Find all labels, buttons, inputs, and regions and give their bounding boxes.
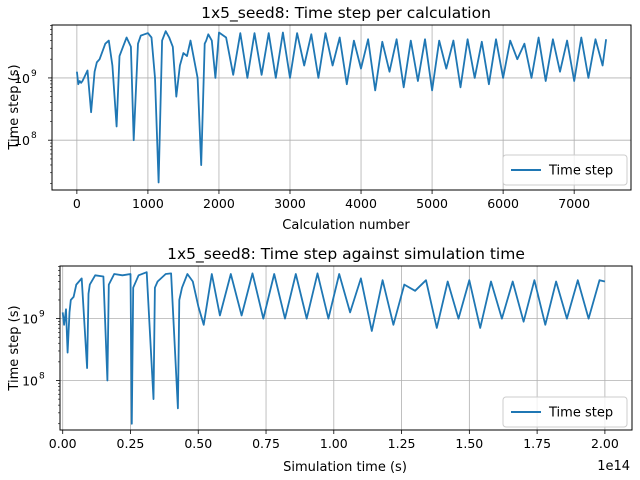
y-tick-label: 10 (22, 312, 38, 327)
axes-frame (51, 24, 632, 191)
x-tick-label: 6000 (487, 196, 519, 211)
x-tick-label: 0 (73, 196, 81, 211)
y-axis-label: Time step (s) (7, 64, 22, 150)
x-tick-label: 1.25 (388, 436, 416, 451)
x-tick-label: 0.25 (117, 436, 145, 451)
x-tick-label: 1.75 (523, 436, 551, 451)
series-line-time-step (76, 30, 607, 184)
x-tick-label: 0.75 (252, 436, 280, 451)
legend-box (502, 396, 628, 428)
y-tick-label: 10 (14, 71, 30, 86)
x-tick-label: 0.50 (184, 436, 212, 451)
legend-box (502, 154, 628, 186)
series-group (61, 271, 606, 425)
chart-time-step-per-calculation: 1x5_seed8: Time step per calculation 0 10… (7, 4, 632, 233)
x-tick-label: 7000 (558, 196, 590, 211)
series-line-time-step (61, 271, 606, 425)
y-tick-exponent: 8 (39, 371, 45, 381)
y-tick-exponent: 9 (39, 310, 45, 320)
y-tick-exponent: 9 (31, 69, 37, 79)
x-tick-label: 1000 (132, 196, 164, 211)
legend-label: Time step (548, 164, 613, 179)
x-offset-label: 1e14 (597, 459, 630, 474)
x-tick-label: 5000 (416, 196, 448, 211)
y-tick-label: 10 (14, 133, 30, 148)
y-tick-exponent: 8 (31, 131, 37, 141)
legend-label: Time step (548, 406, 613, 421)
x-tick-label: 2000 (203, 196, 235, 211)
x-tick-label: 4000 (345, 196, 377, 211)
axes-frame (59, 265, 633, 431)
legend: Time step (502, 154, 628, 186)
legend: Time step (502, 396, 628, 428)
y-tick-label: 10 (22, 373, 38, 388)
x-tick-label: 2.00 (591, 436, 619, 451)
x-tick-label: 1.00 (320, 436, 348, 451)
x-axis-label: Simulation time (s) (283, 460, 407, 475)
chart-title: 1x5_seed8: Time step per calculation (201, 4, 491, 23)
y-axis-label: Time step (s) (7, 305, 22, 391)
x-tick-label: 3000 (274, 196, 306, 211)
series-group (76, 30, 607, 184)
x-tick-label: 0.00 (49, 436, 77, 451)
chart-title: 1x5_seed8: Time step against simulation … (167, 245, 525, 264)
x-axis-label: Calculation number (282, 218, 410, 233)
x-tick-label: 1.50 (455, 436, 483, 451)
chart-time-step-against-simulation-time: 1x5_seed8: Time step against simulation … (7, 245, 633, 475)
